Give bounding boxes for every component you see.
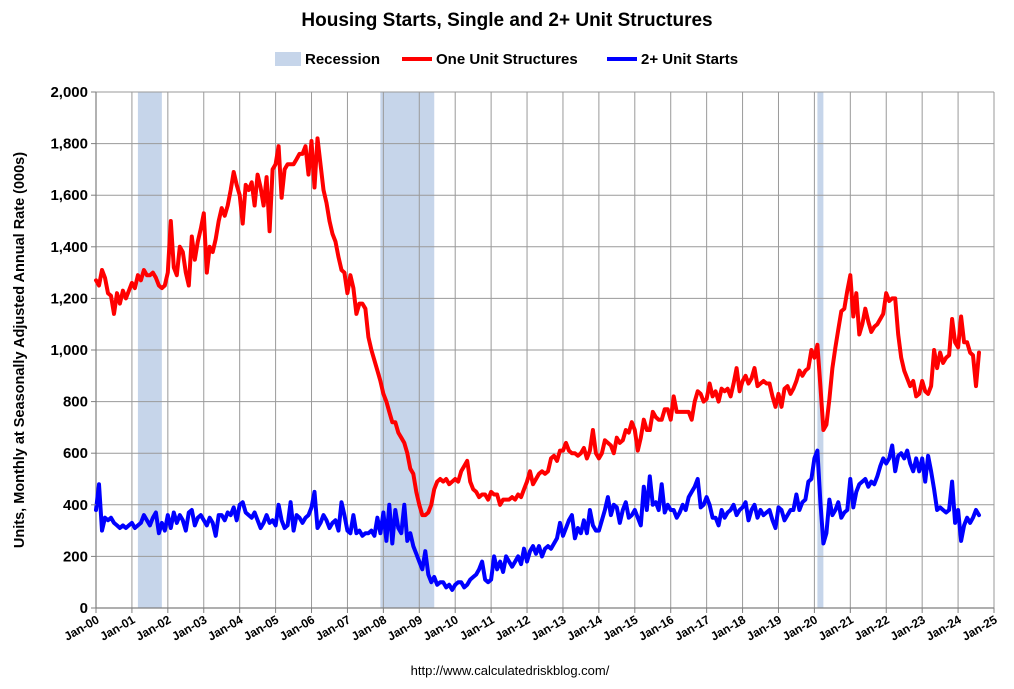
legend-item-recession: Recession — [275, 51, 380, 68]
source-url: http://www.calculatedriskblog.com/ — [411, 663, 610, 678]
legend-label: Recession — [305, 51, 380, 68]
x-tick-label-11: Jan-11 — [457, 612, 497, 643]
x-tick-label-1: Jan-01 — [97, 612, 137, 643]
x-tick-label-10: Jan-10 — [421, 612, 461, 643]
chart-title: Housing Starts, Single and 2+ Unit Struc… — [301, 10, 712, 31]
y-tick-label-3: 600 — [63, 445, 88, 462]
x-tick-label-24: Jan-24 — [924, 612, 964, 643]
x-tick-label-9: Jan-09 — [385, 612, 425, 643]
x-tick-label-0: Jan-00 — [62, 612, 102, 643]
x-tick-label-2: Jan-02 — [133, 612, 173, 643]
x-tick-label-14: Jan-14 — [564, 612, 604, 643]
legend: Recession One Unit Structures 2+ Unit Star… — [275, 51, 738, 68]
x-tick-label-20: Jan-20 — [780, 612, 820, 643]
x-tick-label-6: Jan-06 — [277, 612, 317, 643]
x-tick-label-23: Jan-23 — [888, 612, 928, 643]
x-tick-label-15: Jan-15 — [600, 612, 640, 643]
x-axis-ticks: Jan-00Jan-01Jan-02Jan-03Jan-04Jan-05Jan-… — [62, 608, 1000, 644]
x-tick-label-25: Jan-25 — [960, 612, 1000, 643]
y-tick-label-4: 800 — [63, 394, 88, 411]
y-axis-label: Units, Monthly at Seasonally Adjusted An… — [12, 152, 28, 548]
y-tick-label-7: 1,400 — [50, 239, 88, 256]
x-tick-label-4: Jan-04 — [205, 612, 245, 643]
x-tick-label-18: Jan-18 — [708, 612, 748, 643]
x-tick-label-16: Jan-16 — [636, 612, 676, 643]
y-axis-ticks: 0 200 400 600 800 1,000 1,200 1,400 1,600 1,800 2,… — [50, 84, 96, 617]
x-tick-label-19: Jan-19 — [744, 612, 784, 643]
y-tick-label-10: 2,000 — [50, 84, 88, 101]
x-tick-label-5: Jan-05 — [241, 612, 281, 643]
x-tick-label-3: Jan-03 — [169, 612, 209, 643]
series-line-one-unit-structures — [94, 136, 981, 518]
y-tick-label-8: 1,600 — [50, 187, 88, 204]
y-tick-label-9: 1,800 — [50, 136, 88, 153]
y-tick-label-6: 1,200 — [50, 290, 88, 307]
x-tick-label-12: Jan-12 — [493, 612, 533, 643]
x-tick-label-21: Jan-21 — [816, 612, 856, 643]
y-tick-label-5: 1,000 — [50, 342, 88, 359]
y-tick-label-1: 200 — [63, 548, 88, 565]
series-lines — [94, 136, 981, 592]
y-tick-label-2: 400 — [63, 497, 88, 514]
series-line-two-plus-unit-starts — [94, 443, 981, 592]
legend-item-one-unit: One Unit Structures — [402, 51, 578, 68]
legend-label: 2+ Unit Starts — [641, 51, 738, 68]
x-tick-label-13: Jan-13 — [529, 612, 569, 643]
legend-swatch — [275, 52, 301, 66]
x-tick-label-22: Jan-22 — [852, 612, 892, 643]
legend-item-two-plus-unit: 2+ Unit Starts — [607, 51, 738, 68]
y-tick-label-0: 0 — [80, 600, 88, 617]
x-tick-label-17: Jan-17 — [672, 612, 712, 643]
x-tick-label-8: Jan-08 — [349, 612, 389, 643]
legend-label: One Unit Structures — [436, 51, 578, 68]
x-tick-label-7: Jan-07 — [313, 612, 353, 643]
